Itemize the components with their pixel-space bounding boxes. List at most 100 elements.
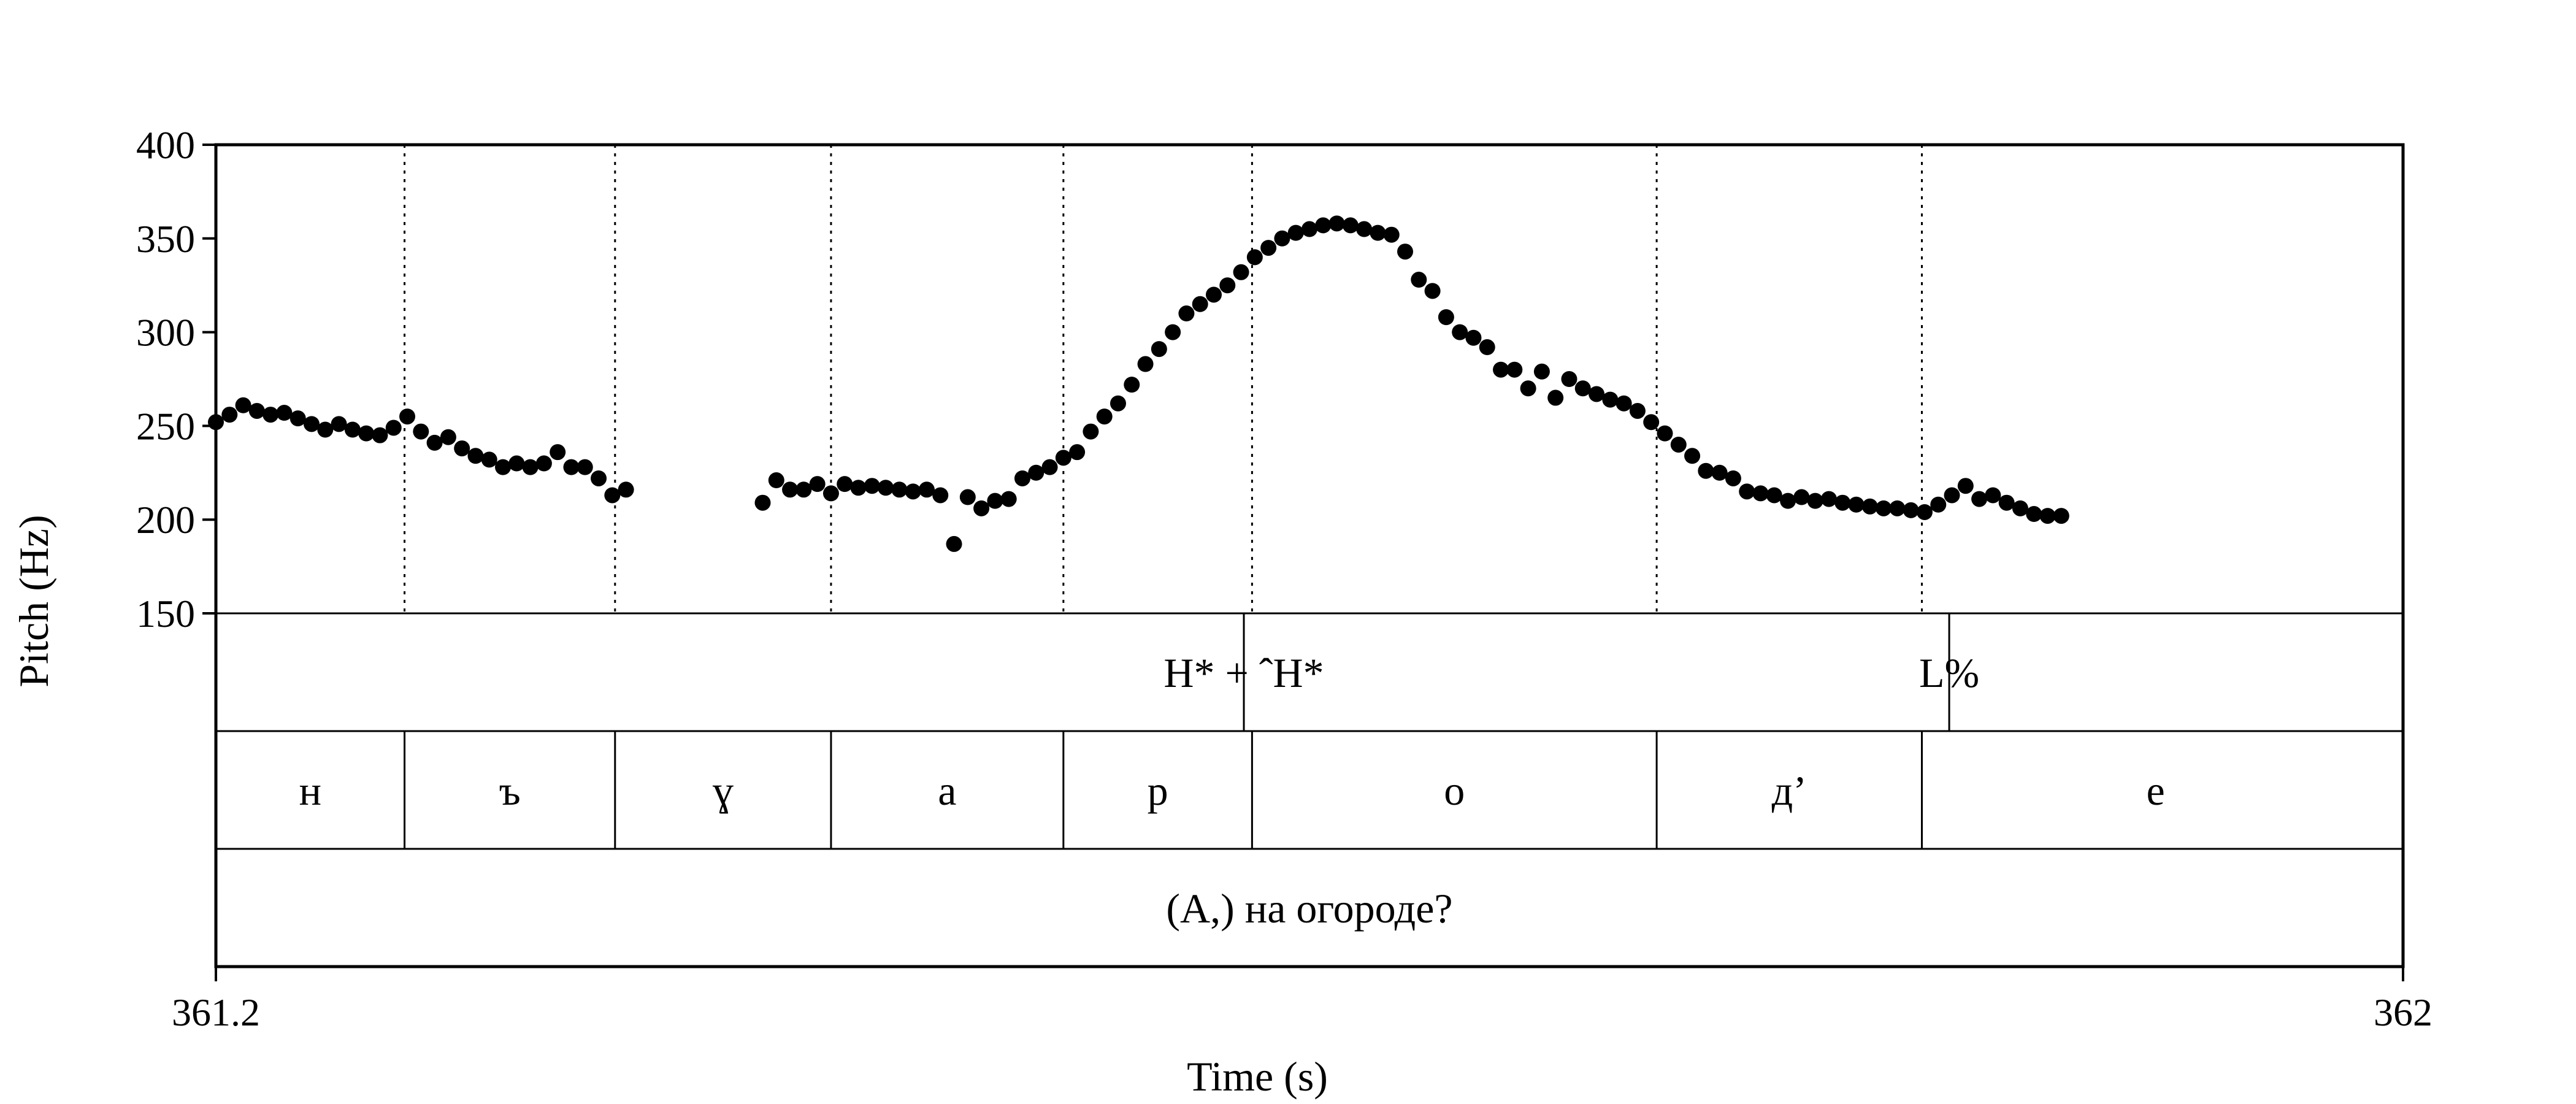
pitch-point	[809, 476, 826, 493]
pitch-point	[263, 407, 279, 423]
pitch-point	[1698, 462, 1714, 479]
pitch-point	[1041, 459, 1058, 475]
pitch-point	[1452, 324, 1468, 340]
pitch-point	[1820, 491, 1837, 507]
pitch-point	[1998, 494, 2015, 511]
pitch-point	[1916, 504, 1933, 520]
pitch-point	[959, 489, 976, 505]
pitch-point	[1643, 414, 1660, 431]
pitch-point	[1137, 356, 1154, 372]
pitch-point	[1520, 380, 1536, 397]
pitch-point	[248, 402, 265, 419]
pitch-point	[1752, 485, 1769, 502]
pitch-point	[782, 481, 799, 498]
pitch-point	[577, 459, 593, 475]
pitch-point	[1903, 502, 1919, 518]
pitch-point	[1574, 380, 1591, 397]
pitch-point	[1383, 226, 1400, 243]
pitch-point	[1205, 286, 1222, 303]
x-tick-label-start: 361.2	[172, 991, 260, 1034]
axes: 150 200 250 300 350 400	[136, 123, 2404, 981]
pitch-point	[413, 423, 429, 440]
pitch-point	[1274, 230, 1290, 247]
pitch-point	[1219, 277, 1236, 294]
pitch-point	[1957, 478, 1974, 494]
pitch-point	[1793, 489, 1810, 505]
pitch-point	[2039, 508, 2056, 524]
pitch-point	[1547, 389, 1564, 406]
segment-label: о	[1444, 767, 1465, 814]
pitch-point	[932, 487, 949, 504]
pitch-point	[440, 429, 456, 445]
pitch-point	[1684, 448, 1701, 464]
pitch-point	[1260, 240, 1277, 256]
sentence-label: (А,) на огороде?	[1166, 885, 1452, 932]
pitch-point	[550, 444, 566, 461]
pitch-point	[317, 421, 334, 438]
pitch-point	[878, 480, 894, 496]
pitch-point	[276, 405, 293, 421]
pitch-point	[1287, 224, 1304, 241]
pitch-point	[1000, 491, 1017, 507]
pitch-point	[1889, 500, 1906, 516]
pitch-point	[1083, 423, 1099, 440]
pitch-point	[235, 397, 251, 413]
pitch-point	[1561, 371, 1577, 387]
pitch-point	[1876, 500, 1892, 516]
pitch-point	[1670, 436, 1687, 453]
pitch-point	[768, 472, 784, 489]
pitch-point	[1411, 272, 1427, 288]
pitch-point	[358, 425, 375, 442]
pitch-point	[1328, 215, 1345, 232]
y-tick-label: 350	[136, 217, 195, 261]
pitch-point	[754, 494, 771, 511]
pitch-point	[2012, 500, 2028, 516]
segment-label: н	[299, 767, 321, 814]
pitch-point	[1165, 324, 1181, 340]
segment-guide-lines	[404, 145, 1923, 849]
pitch-point	[604, 487, 621, 504]
y-tick-label: 400	[136, 123, 195, 167]
pitch-point	[304, 416, 320, 432]
pitch-point	[1506, 361, 1523, 378]
pitch-point	[1465, 329, 1482, 346]
x-axis-title: Time (s)	[1187, 1053, 1328, 1100]
segment-label: а	[938, 767, 956, 814]
pitch-point	[1589, 386, 1605, 402]
pitch-point	[795, 481, 812, 498]
pitch-point	[591, 470, 607, 486]
pitch-point	[1096, 408, 1113, 425]
pitch-point	[1014, 470, 1030, 486]
pitch-point	[2026, 506, 2042, 523]
pitch-point	[1739, 483, 1755, 500]
segment-label: ɣ	[713, 767, 734, 814]
pitch-point	[1424, 283, 1441, 299]
tone-label: H* + ˆH*	[1163, 650, 1324, 696]
pitch-point	[1848, 496, 1865, 513]
pitch-point	[850, 480, 867, 496]
pitch-point	[1834, 494, 1851, 511]
pitch-point	[1985, 487, 2001, 504]
pitch-point	[837, 476, 853, 493]
pitch-point	[1944, 487, 1960, 504]
tone-label: L%	[1919, 650, 1979, 696]
pitch-points	[208, 215, 2069, 552]
pitch-point	[372, 427, 388, 443]
pitch-point	[331, 416, 347, 432]
pitch-point	[1233, 264, 1249, 280]
pitch-point	[1178, 305, 1195, 322]
pitch-point	[891, 481, 908, 498]
pitch-point	[1356, 221, 1373, 237]
pitch-point	[495, 459, 512, 475]
pitch-point	[399, 408, 416, 425]
pitch-point	[1766, 487, 1782, 504]
chart-frame	[214, 143, 2405, 968]
x-tick-label-end: 362	[2374, 991, 2432, 1034]
pitch-point	[1315, 217, 1332, 234]
pitch-point	[467, 448, 484, 464]
pitch-point	[905, 483, 921, 500]
pitch-point	[822, 485, 839, 502]
pitch-point	[1370, 224, 1386, 241]
pitch-point	[522, 459, 539, 475]
pitch-point	[1438, 309, 1454, 326]
